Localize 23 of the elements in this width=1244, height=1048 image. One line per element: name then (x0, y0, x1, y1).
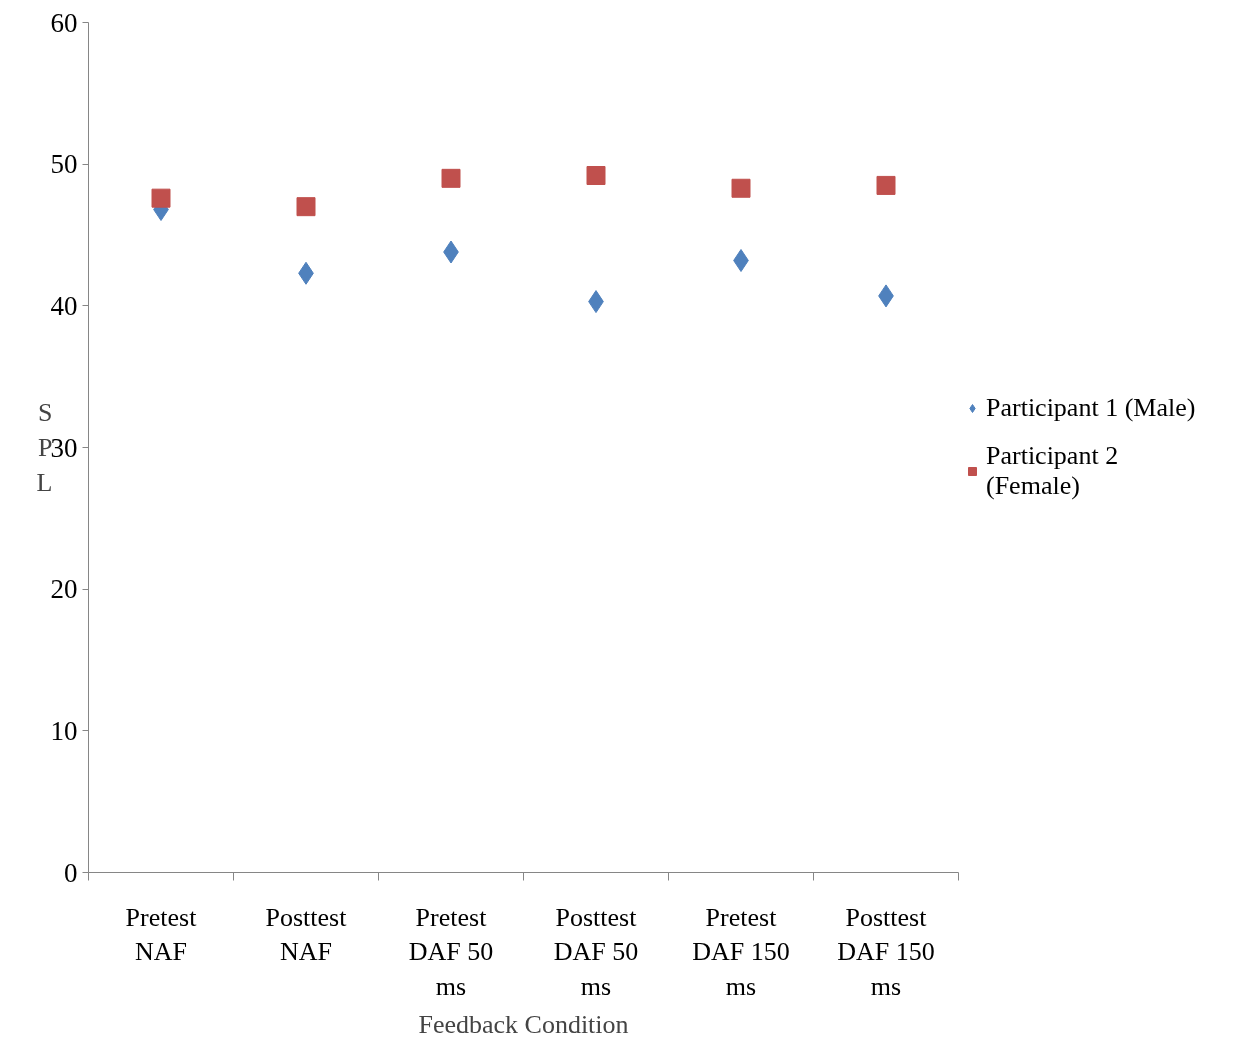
y-axis-title: SPL (36, 398, 53, 497)
x-tick-label: Posttest NAF (265, 902, 348, 967)
x-tick-label: Pretest DAF 50 ms (408, 902, 494, 1002)
point (151, 188, 171, 208)
y-tick-label: 40 (50, 290, 78, 321)
y-tick-label: 60 (50, 7, 78, 38)
x-tick-label: Pretest DAF 150 ms (692, 902, 790, 1002)
y-tick-label: 10 (50, 715, 78, 746)
legend-label: Participant 1 (Male) (986, 393, 1196, 423)
legend-label: Participant 2 (Female) (986, 441, 1119, 501)
point (586, 166, 606, 185)
point (731, 178, 751, 198)
point (441, 168, 461, 188)
y-tick-label: 20 (50, 574, 78, 605)
y-tick-label: 30 (50, 432, 78, 463)
point (296, 197, 316, 217)
point (876, 175, 896, 195)
x-tick-label: Pretest NAF (125, 902, 198, 967)
x-axis-title: Feedback Condition (418, 1010, 629, 1040)
y-tick-label: 50 (50, 149, 78, 180)
y-tick-label: 0 (64, 857, 78, 888)
x-tick-label: Posttest DAF 150 ms (837, 902, 935, 1002)
x-tick-label: Posttest DAF 50 ms (553, 902, 639, 1002)
